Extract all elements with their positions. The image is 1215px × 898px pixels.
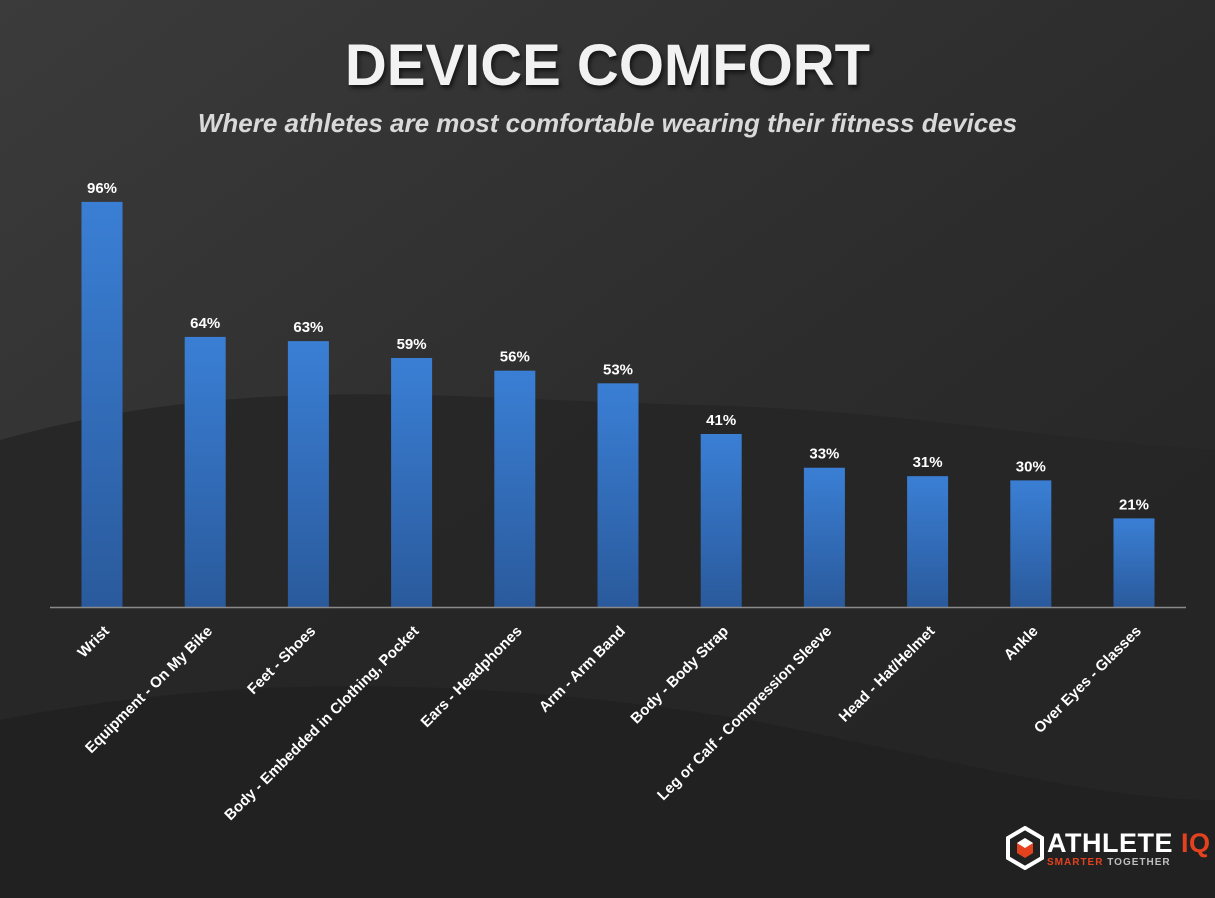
logo-wordmark: ATHLETE IQ — [1047, 828, 1211, 859]
bar-wrist — [81, 201, 123, 607]
value-label-head-hat-helmet: 31% — [913, 454, 943, 471]
bar-over-eyes-glasses — [1113, 518, 1155, 607]
logo-tag-smarter: SMARTER — [1047, 857, 1104, 868]
chart-title: DEVICE COMFORT — [344, 33, 871, 98]
logo-word-iq: IQ — [1181, 828, 1211, 858]
value-label-over-eyes-glasses: 21% — [1119, 496, 1149, 513]
bars-layer — [81, 201, 1155, 607]
value-label-wrist: 96% — [87, 180, 117, 197]
athlete-iq-logo: ATHLETE IQ SMARTER TOGETHER — [1005, 826, 1210, 872]
logo-word-athlete: ATHLETE — [1047, 828, 1173, 858]
bar-head-hat-helmet — [907, 476, 949, 607]
chart-subtitle: Where athletes are most comfortable wear… — [197, 108, 1018, 138]
bar-equipment-on-my-bike — [184, 336, 226, 607]
bar-feet-shoes — [287, 341, 329, 607]
logo-tagline: SMARTER TOGETHER — [1047, 857, 1171, 868]
bar-ankle — [1010, 480, 1052, 607]
logo-hexagon-icon — [1006, 826, 1044, 870]
bar-arm-arm-band — [597, 383, 639, 607]
value-label-ankle: 30% — [1016, 458, 1046, 475]
value-label-equipment-on-my-bike: 64% — [190, 315, 220, 332]
value-label-body-body-strap: 41% — [706, 412, 736, 429]
bar-leg-or-calf-compression-sleeve — [803, 467, 845, 607]
value-label-feet-shoes: 63% — [293, 319, 323, 336]
logo-tag-together: TOGETHER — [1107, 857, 1171, 868]
bar-body-embedded-in-clothing-pocket — [391, 358, 433, 607]
value-label-arm-arm-band: 53% — [603, 361, 633, 378]
bar-body-body-strap — [700, 433, 742, 607]
value-label-body-embedded-in-clothing-pocket: 59% — [397, 336, 427, 353]
value-label-ears-headphones: 56% — [500, 349, 530, 366]
value-label-leg-or-calf-compression-sleeve: 33% — [809, 446, 839, 463]
bar-ears-headphones — [494, 370, 536, 607]
background-wave-lower — [0, 686, 1215, 898]
